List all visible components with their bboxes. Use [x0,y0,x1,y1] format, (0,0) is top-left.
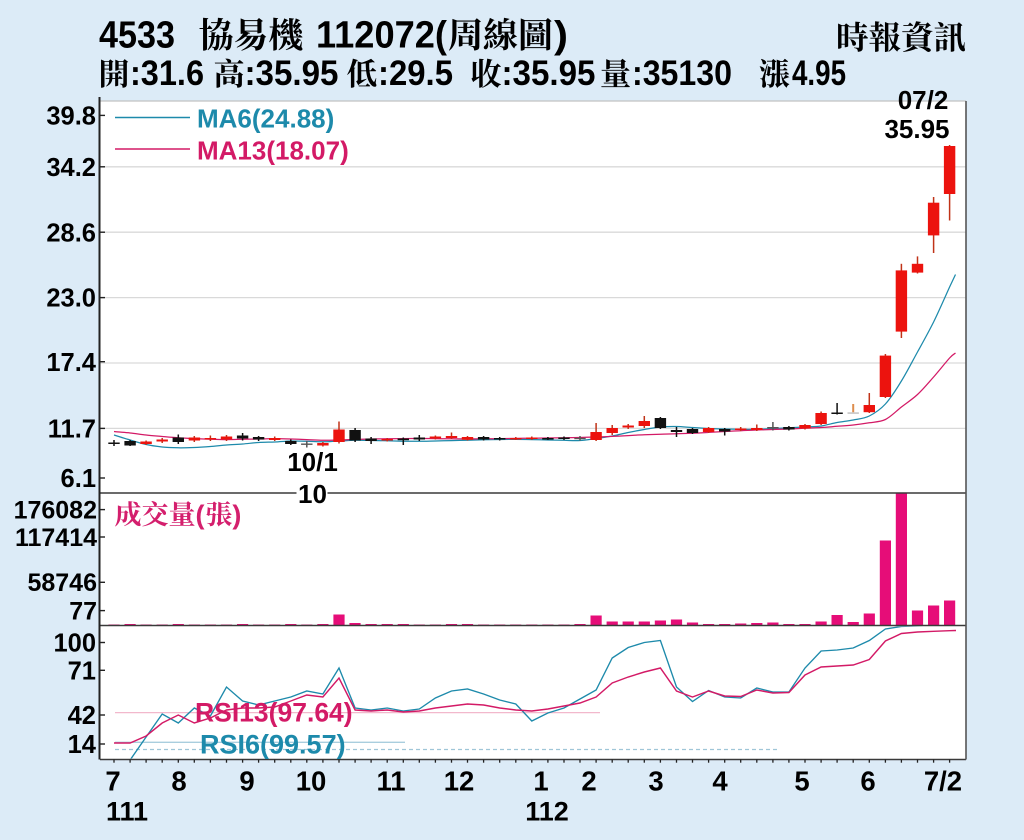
svg-text:112072(: 112072( [316,15,447,57]
svg-text:117414: 117414 [15,524,97,552]
svg-text:58746: 58746 [27,569,97,597]
svg-text::35130: :35130 [632,54,732,93]
svg-text:4: 4 [712,766,728,797]
svg-text:07/2: 07/2 [898,85,949,115]
svg-text:28.6: 28.6 [46,219,96,247]
svg-text:): ) [554,15,568,57]
svg-text:1: 1 [533,766,548,797]
svg-text:MA13(18.07): MA13(18.07) [197,135,349,165]
svg-text::29.5: :29.5 [378,54,453,93]
svg-text:14: 14 [68,731,97,759]
svg-text:10: 10 [298,479,327,509]
svg-text:17.4: 17.4 [46,349,96,377]
svg-text:77: 77 [69,598,97,626]
svg-text:10: 10 [296,766,327,797]
svg-text:8: 8 [171,766,186,797]
svg-text:39.8: 39.8 [46,103,96,131]
svg-text::35.95: :35.95 [502,54,596,93]
svg-text:RSI13(97.64): RSI13(97.64) [195,697,353,727]
svg-text:11: 11 [376,766,405,797]
svg-text:100: 100 [53,630,96,658]
svg-text:11.7: 11.7 [48,416,96,444]
svg-text:176082: 176082 [14,497,97,525]
svg-text:2: 2 [581,766,596,797]
svg-text::35.95: :35.95 [245,54,339,93]
svg-text:34.2: 34.2 [46,154,96,182]
svg-text:23.0: 23.0 [46,285,96,313]
svg-text:12: 12 [444,766,475,797]
svg-text::31.6: :31.6 [130,54,204,93]
svg-text:4.95: 4.95 [792,54,846,93]
svg-text:5: 5 [794,766,809,797]
svg-text:RSI6(99.57): RSI6(99.57) [200,730,346,760]
svg-text:7/2: 7/2 [924,766,962,797]
svg-text:MA6(24.88): MA6(24.88) [197,103,334,133]
svg-text:111: 111 [106,797,148,827]
svg-text:4533: 4533 [99,15,175,57]
svg-text:(: ( [196,500,205,530]
svg-text:7: 7 [105,766,120,797]
svg-text:35.95: 35.95 [884,114,949,144]
svg-text:71: 71 [68,657,96,685]
svg-text:6: 6 [860,766,875,797]
svg-text:6.1: 6.1 [61,465,96,493]
svg-text:112: 112 [525,797,569,827]
svg-text:9: 9 [239,766,254,797]
svg-text:10/1: 10/1 [287,447,338,477]
svg-text:42: 42 [68,702,96,730]
svg-text:3: 3 [648,766,663,797]
svg-text:): ) [232,500,241,530]
